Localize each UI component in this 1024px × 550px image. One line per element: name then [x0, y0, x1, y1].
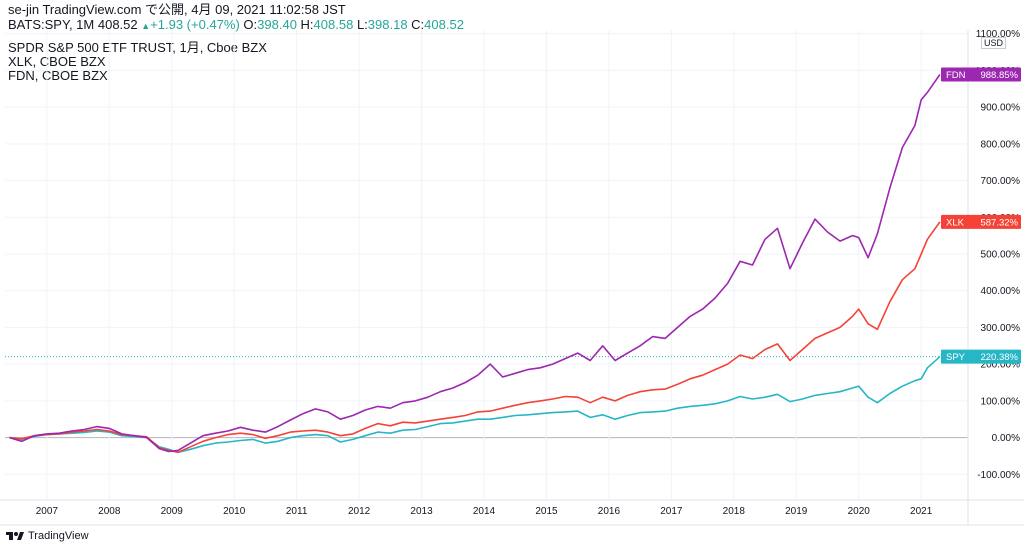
y-tick-label: 400.00% [981, 286, 1021, 297]
y-tick-label: -100.00% [977, 470, 1020, 481]
price-tag-name: FDN [946, 70, 966, 81]
price-tag-name: SPY [946, 352, 966, 363]
price-tag-value: 220.38% [980, 352, 1018, 363]
series-line-fdn [9, 74, 941, 453]
x-tick-label: 2015 [535, 506, 558, 517]
x-tick-label: 2011 [286, 506, 308, 517]
y-tick-label: 800.00% [981, 139, 1021, 150]
low-label: L: [356, 17, 368, 32]
series-line-xlk [9, 221, 941, 454]
x-tick-label: 2012 [348, 506, 371, 517]
y-tick-label: 300.00% [981, 323, 1021, 334]
currency-label[interactable]: USD [981, 37, 1007, 49]
y-tick-label: 500.00% [981, 249, 1021, 260]
footer: TradingView [6, 530, 89, 542]
high-label: H: [300, 17, 314, 32]
close-value: 408.52 [424, 17, 464, 32]
x-tick-label: 2007 [36, 506, 59, 517]
legend-item-xlk[interactable]: XLK, CBOE BZX [8, 54, 106, 69]
x-tick-label: 2017 [660, 506, 683, 517]
x-tick-label: 2014 [473, 506, 496, 517]
open-label: O: [243, 17, 258, 32]
chart-header: se-jin TradingView.com で公開, 4月 09, 2021 … [8, 2, 464, 34]
footer-brand: TradingView [28, 530, 89, 542]
x-tick-label: 2008 [98, 506, 121, 517]
price-tag-value: 587.32% [980, 217, 1018, 228]
x-tick-label: 2021 [910, 506, 933, 517]
x-tick-label: 2009 [161, 506, 184, 517]
close-label: C: [411, 17, 425, 32]
y-tick-label: 1100.00% [976, 29, 1020, 40]
y-tick-label: 900.00% [981, 103, 1021, 114]
up-arrow-icon: ▲ [141, 21, 151, 31]
series-legend: SPDR S&P 500 ETF TRUST, 1月, Cboe BZX XLK… [8, 41, 267, 83]
series-line-spy [9, 356, 941, 454]
low-value: 398.18 [367, 17, 408, 32]
x-tick-label: 2020 [848, 506, 871, 517]
x-tick-label: 2013 [410, 506, 433, 517]
y-tick-label: 100.00% [981, 396, 1021, 407]
price-tag-spy [941, 349, 1021, 364]
legend-item-fdn[interactable]: FDN, CBOE BZX [8, 68, 108, 83]
tradingview-logo-icon [6, 532, 24, 540]
last-price: 408.52 [97, 17, 138, 32]
legend-item-spy[interactable]: SPDR S&P 500 ETF TRUST, 1月, Cboe BZX [8, 40, 267, 55]
high-value: 408.58 [313, 17, 354, 32]
y-tick-label: 700.00% [981, 176, 1021, 187]
x-tick-label: 2018 [723, 506, 746, 517]
symbol-label: BATS:SPY, 1M [8, 17, 95, 32]
y-tick-label: 200.00% [981, 360, 1021, 371]
price-tag-name: XLK [946, 217, 965, 228]
price-tag-fdn [941, 67, 1021, 82]
price-tag-value: 988.85% [980, 70, 1018, 81]
x-tick-label: 2019 [785, 506, 808, 517]
y-tick-label: 0.00% [992, 433, 1020, 444]
x-tick-label: 2016 [598, 506, 621, 517]
ohlc-row: BATS:SPY, 1M 408.52 ▲+1.93 (+0.47%) O:39… [8, 17, 464, 34]
price-tag-xlk [941, 214, 1021, 229]
price-change: +1.93 (+0.47%) [150, 17, 240, 32]
publish-info: se-jin TradingView.com で公開, 4月 09, 2021 … [8, 2, 346, 17]
open-value: 398.40 [257, 17, 297, 32]
x-tick-label: 2010 [223, 506, 246, 517]
